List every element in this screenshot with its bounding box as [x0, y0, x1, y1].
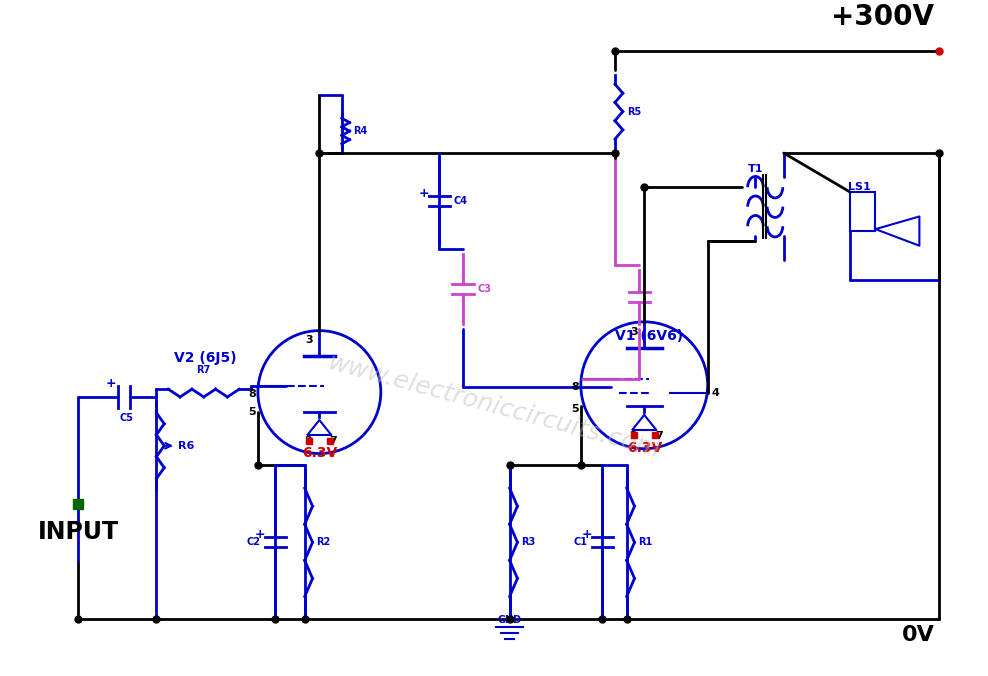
Text: +300V: +300V — [831, 3, 934, 31]
Text: www.electroniccircuits.com: www.electroniccircuits.com — [325, 351, 663, 462]
Text: LS1: LS1 — [848, 183, 870, 192]
Text: +: + — [255, 528, 265, 541]
Text: C4: C4 — [454, 196, 468, 206]
Text: +: + — [581, 528, 592, 541]
Text: V1 (6V6): V1 (6V6) — [615, 329, 683, 343]
Text: INPUT: INPUT — [38, 520, 119, 544]
Text: C1: C1 — [574, 537, 588, 548]
Text: +: + — [106, 377, 116, 390]
Text: 8: 8 — [571, 382, 579, 391]
Text: T1: T1 — [748, 164, 763, 174]
Text: R5: R5 — [626, 107, 641, 116]
Text: 7: 7 — [655, 431, 663, 441]
Text: R7: R7 — [197, 366, 210, 375]
Text: 6.3V: 6.3V — [626, 441, 662, 455]
Text: 2: 2 — [628, 431, 636, 441]
Text: +: + — [419, 187, 429, 199]
Text: R4: R4 — [354, 126, 368, 136]
Text: V2 (6J5): V2 (6J5) — [174, 351, 236, 365]
Text: 3: 3 — [306, 335, 313, 345]
Text: C2: C2 — [247, 537, 261, 548]
Text: R1: R1 — [638, 537, 653, 548]
Text: R3: R3 — [522, 537, 535, 548]
Text: 5: 5 — [248, 407, 256, 416]
Bar — [850, 192, 875, 231]
Text: 4: 4 — [711, 388, 719, 398]
Text: 5: 5 — [571, 404, 579, 414]
Text: 8: 8 — [248, 389, 256, 399]
Text: R2: R2 — [316, 537, 331, 548]
Text: 3: 3 — [630, 327, 638, 337]
Text: 7: 7 — [329, 437, 337, 447]
Text: R6: R6 — [178, 441, 195, 451]
Text: GND: GND — [498, 615, 522, 625]
Text: 6.3V: 6.3V — [301, 446, 337, 460]
Text: 2: 2 — [303, 437, 311, 447]
Text: 0V: 0V — [902, 625, 935, 646]
Text: C3: C3 — [477, 284, 491, 293]
Text: C5: C5 — [120, 412, 133, 422]
